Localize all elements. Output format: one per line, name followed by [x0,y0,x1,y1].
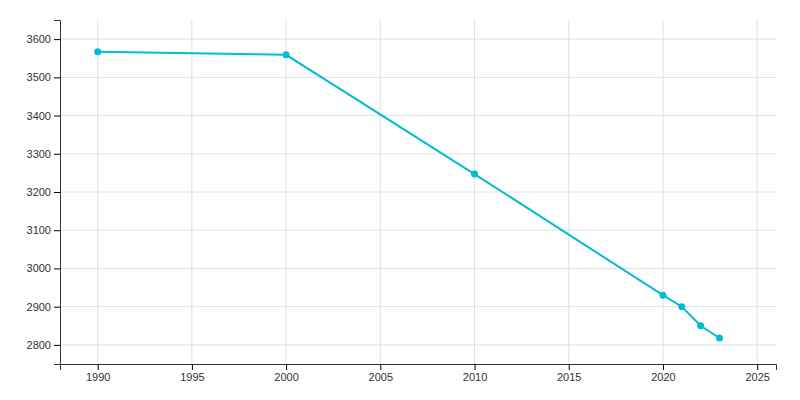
grid-line-x [568,20,569,364]
x-tick-label: 1990 [86,371,110,383]
point [659,292,666,299]
x-tick-label: 2000 [274,371,298,383]
line [98,52,720,338]
x-axis: 1990 1995 2000 2005 2010 2015 2020 2025 [61,364,777,383]
y-tick: 3100 [27,224,60,236]
y-tick: 3400 [27,110,60,122]
grid-line-x [97,20,98,364]
x-tick-label: 2005 [369,371,393,383]
plot-area [94,48,723,341]
x-tick-label: 2025 [745,371,769,383]
grid-line-x [662,20,663,364]
y-tick-label: 3300 [27,148,51,160]
x-tick: 2010 [463,364,487,383]
y-tick: 2800 [27,339,60,351]
x-axis-line [61,365,777,371]
y-tick-label: 3200 [27,186,51,198]
y-tick: 3000 [27,262,60,274]
chart-container: 1990 1995 2000 2005 2010 2015 2020 2025 2800 2900… [0,0,800,400]
chart-svg: 1990 1995 2000 2005 2010 2015 2020 2025 2800 2900… [0,0,800,400]
grid-line-y [60,230,776,231]
x-tick-label: 1995 [180,371,204,383]
x-tick: 2015 [557,364,581,383]
x-tick-label: 2010 [463,371,487,383]
grid-line-y [60,344,776,345]
y-tick-mark [54,116,60,117]
y-tick: 3200 [27,186,60,198]
y-tick: 3600 [27,33,60,45]
x-tick-mark [475,364,476,370]
y-tick-label: 3500 [27,71,51,83]
grid-line-x [286,20,287,364]
grid-line-x [380,20,381,364]
x-tick-label: 2015 [557,371,581,383]
x-tick-mark [98,364,99,370]
x-tick-mark [192,364,193,370]
grid-line-y [60,115,776,116]
grid-line-y [60,39,776,40]
point [716,335,723,342]
y-tick-mark [54,77,60,78]
grid-line-y [60,153,776,154]
y-tick-label: 3400 [27,110,51,122]
grid [60,20,776,364]
y-tick: 3300 [27,148,60,160]
grid-line-x [757,20,758,364]
x-tick-mark [663,364,664,370]
x-tick: 1990 [86,364,110,383]
y-tick-mark [54,268,60,269]
x-tick: 2025 [745,364,769,383]
y-tick-mark [54,192,60,193]
y-tick-label: 3100 [27,224,51,236]
y-tick-mark [54,39,60,40]
x-tick: 2020 [651,364,675,383]
grid-line-y [60,306,776,307]
point [678,303,685,310]
y-tick-mark [54,154,60,155]
grid-line-y [60,77,776,78]
x-tick-mark [569,364,570,370]
y-tick-label: 3600 [27,33,51,45]
y-tick: 2900 [27,301,60,313]
y-axis-line [54,21,61,365]
grid-line-x [474,20,475,364]
y-tick-mark [54,230,60,231]
y-tick-label: 2800 [27,339,51,351]
x-tick-mark [380,364,381,370]
grid-line-y [60,192,776,193]
y-tick-mark [54,307,60,308]
point [471,171,478,178]
y-tick-label: 3000 [27,262,51,274]
y-tick-mark [54,345,60,346]
y-tick: 3500 [27,71,60,83]
x-tick: 2005 [369,364,393,383]
point [94,48,101,55]
x-tick-mark [286,364,287,370]
x-tick-label: 2020 [651,371,675,383]
x-tick-mark [757,364,758,370]
point [283,51,290,58]
grid-line-x [191,20,192,364]
point [697,322,704,329]
y-tick-label: 2900 [27,301,51,313]
grid-line-y [60,268,776,269]
y-axis: 2800 2900 3000 3100 3200 3300 3400 3500 3600 [27,21,61,365]
x-tick: 1995 [180,364,204,383]
x-tick: 2000 [274,364,298,383]
